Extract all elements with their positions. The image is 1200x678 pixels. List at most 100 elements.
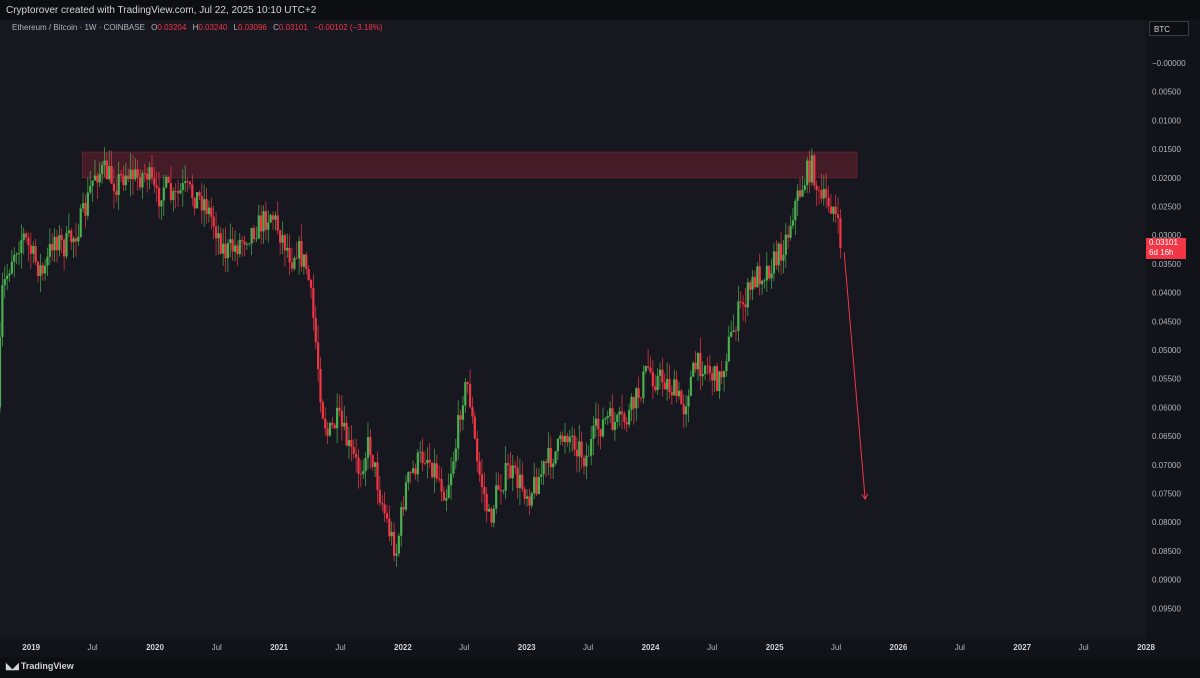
candle[interactable]	[727, 325, 730, 363]
candle[interactable]	[336, 393, 339, 444]
candle[interactable]	[756, 262, 759, 289]
candle[interactable]	[44, 259, 47, 281]
candle[interactable]	[305, 252, 308, 275]
candle[interactable]	[74, 223, 78, 257]
candle[interactable]	[770, 258, 773, 290]
candle[interactable]	[293, 255, 296, 271]
candle[interactable]	[466, 381, 469, 394]
candle[interactable]	[184, 165, 187, 192]
candle[interactable]	[17, 241, 21, 266]
candle[interactable]	[435, 453, 438, 483]
candle[interactable]	[616, 413, 619, 429]
candle[interactable]	[706, 356, 709, 375]
candle[interactable]	[582, 454, 586, 475]
candle[interactable]	[141, 170, 144, 199]
candle[interactable]	[537, 468, 541, 495]
candle[interactable]	[604, 416, 607, 425]
candle[interactable]	[680, 388, 683, 405]
candle[interactable]	[798, 177, 802, 199]
candle[interactable]	[148, 162, 151, 189]
candle[interactable]	[364, 452, 367, 487]
candle[interactable]	[578, 424, 581, 473]
candle[interactable]	[438, 465, 441, 483]
candle[interactable]	[651, 360, 654, 399]
candle[interactable]	[549, 436, 552, 480]
candle[interactable]	[654, 374, 657, 393]
candle[interactable]	[813, 153, 816, 190]
candle[interactable]	[150, 154, 154, 184]
candle[interactable]	[696, 352, 700, 382]
candle[interactable]	[542, 460, 545, 486]
candle[interactable]	[110, 150, 113, 185]
candle[interactable]	[687, 389, 690, 423]
candle[interactable]	[79, 204, 82, 239]
candle[interactable]	[231, 227, 234, 261]
candle[interactable]	[117, 161, 120, 211]
candle[interactable]	[449, 456, 453, 500]
candle[interactable]	[134, 158, 137, 182]
candle[interactable]	[547, 432, 550, 476]
candle[interactable]	[803, 178, 806, 193]
candle[interactable]	[248, 243, 251, 247]
candle[interactable]	[72, 236, 75, 258]
candle[interactable]	[834, 194, 837, 223]
candle[interactable]	[459, 409, 462, 433]
candle[interactable]	[504, 446, 507, 499]
candle[interactable]	[704, 364, 707, 381]
candle[interactable]	[416, 449, 419, 482]
candle[interactable]	[552, 458, 555, 479]
candle[interactable]	[509, 451, 512, 479]
candle[interactable]	[499, 474, 503, 505]
resistance-zone[interactable]	[82, 151, 858, 179]
candle[interactable]	[160, 200, 163, 220]
candle[interactable]	[490, 506, 493, 527]
candle[interactable]	[606, 410, 609, 425]
candle[interactable]	[760, 279, 764, 295]
candle[interactable]	[98, 162, 101, 188]
candle[interactable]	[226, 239, 230, 272]
candle[interactable]	[409, 470, 412, 484]
candle[interactable]	[222, 228, 225, 266]
candle[interactable]	[502, 489, 505, 495]
candle[interactable]	[741, 295, 745, 321]
candle[interactable]	[210, 197, 213, 230]
candle[interactable]	[663, 373, 666, 390]
candle[interactable]	[514, 460, 517, 475]
candle[interactable]	[590, 425, 593, 466]
candle[interactable]	[829, 194, 833, 214]
candle[interactable]	[521, 462, 524, 492]
candle[interactable]	[718, 370, 721, 399]
candle[interactable]	[566, 432, 569, 448]
candle[interactable]	[670, 385, 673, 405]
candle[interactable]	[796, 184, 799, 216]
candle[interactable]	[822, 174, 825, 206]
candle[interactable]	[300, 224, 303, 272]
candle[interactable]	[131, 154, 135, 196]
candle[interactable]	[620, 394, 624, 429]
candle[interactable]	[122, 165, 125, 192]
candle[interactable]	[328, 421, 332, 437]
candle[interactable]	[763, 278, 766, 289]
candle[interactable]	[661, 357, 664, 397]
candle[interactable]	[0, 321, 2, 413]
candle[interactable]	[233, 230, 237, 262]
candle[interactable]	[734, 326, 738, 342]
candle[interactable]	[105, 151, 108, 180]
candle[interactable]	[751, 270, 754, 301]
candle[interactable]	[129, 152, 132, 197]
candle[interactable]	[480, 458, 484, 504]
candle[interactable]	[397, 532, 400, 558]
candle[interactable]	[473, 411, 476, 440]
candle[interactable]	[146, 167, 149, 193]
candle[interactable]	[13, 246, 16, 278]
candle[interactable]	[276, 201, 279, 235]
candle[interactable]	[478, 452, 481, 482]
candle[interactable]	[219, 227, 222, 255]
candle[interactable]	[34, 238, 37, 266]
candle[interactable]	[594, 402, 597, 438]
candle[interactable]	[433, 448, 436, 493]
candle[interactable]	[713, 365, 716, 393]
candle[interactable]	[77, 223, 80, 247]
candle[interactable]	[172, 187, 175, 212]
